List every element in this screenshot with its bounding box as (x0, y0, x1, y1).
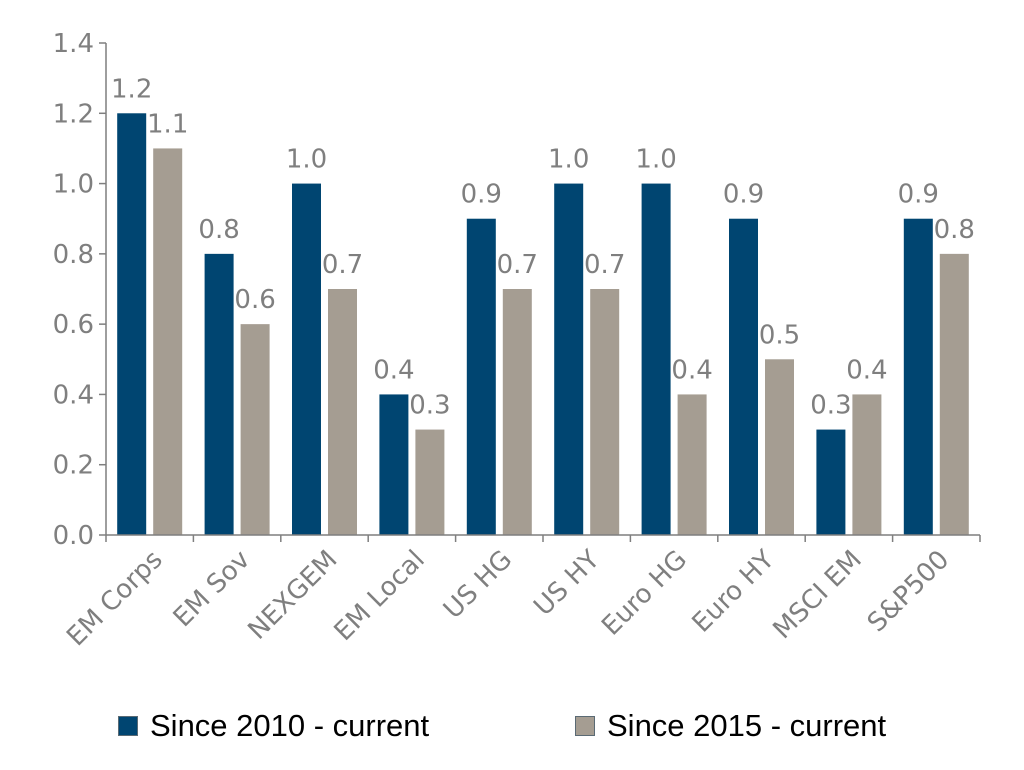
bar-series-2 (240, 324, 270, 535)
bars (117, 113, 969, 536)
data-label-series-1: 1.0 (548, 145, 589, 175)
bar-series-2 (502, 289, 532, 535)
y-tick-label: 0.4 (53, 380, 94, 410)
bar-series-2 (852, 394, 882, 535)
data-label-series-2: 0.8 (934, 215, 975, 245)
bar-series-1 (554, 183, 584, 536)
x-category-label: EM Sov (168, 545, 256, 633)
bar-series-1 (816, 429, 846, 535)
bar-series-2 (328, 289, 357, 535)
data-label-series-1: 1.2 (111, 74, 152, 104)
y-tick-label: 1.0 (53, 170, 94, 200)
bar-series-1 (379, 394, 409, 535)
bar-series-1 (117, 113, 147, 536)
data-label-series-2: 0.7 (322, 250, 363, 280)
bar-chart: 0.0 0.2 0.4 0.6 0.8 1.0 1.2 1.4 1.2 1.1 0.8 0.6 1.0… (53, 29, 981, 653)
bar-series-1 (204, 253, 234, 535)
x-category-label: EM Local (329, 545, 431, 647)
x-category-label: US HG (438, 545, 518, 625)
x-category-label: NEXGEM (243, 545, 344, 646)
y-axis-ticks: 0.0 0.2 0.4 0.6 0.8 1.0 1.2 1.4 (53, 29, 106, 551)
bar-series-2 (677, 394, 707, 535)
data-label-series-1: 0.9 (461, 180, 502, 210)
y-tick-label: 1.4 (53, 29, 94, 59)
x-category-label: S&P500 (862, 545, 955, 638)
bar-series-2 (939, 253, 969, 535)
data-label-series-1: 0.4 (373, 355, 414, 385)
legend-label-series-2: Since 2015 - current (607, 708, 887, 743)
data-label-series-1: 0.8 (198, 215, 239, 245)
bar-series-2 (590, 289, 620, 535)
data-label-series-2: 0.5 (759, 320, 800, 350)
y-tick-label: 0.0 (53, 521, 94, 551)
bar-series-1 (641, 183, 671, 536)
y-tick-label: 0.2 (53, 451, 94, 481)
legend-item-series-1: Since 2010 - current (118, 708, 429, 744)
data-label-series-2: 0.3 (409, 391, 450, 421)
data-label-series-2: 1.1 (147, 109, 188, 139)
x-category-label: US HY (528, 545, 605, 622)
legend-item-series-2: Since 2015 - current (575, 708, 886, 744)
bar-series-2 (415, 429, 445, 535)
data-label-series-1: 0.3 (810, 391, 851, 421)
data-label-series-2: 0.4 (671, 355, 712, 385)
y-tick-label: 0.6 (53, 310, 94, 340)
data-label-series-1: 0.9 (898, 180, 939, 210)
legend-label-series-1: Since 2010 - current (150, 708, 430, 743)
y-tick-label: 1.2 (53, 99, 94, 129)
data-label-series-2: 0.4 (846, 355, 887, 385)
bar-series-1 (729, 218, 758, 535)
legend-swatch-series-2 (575, 716, 595, 736)
x-category-label: EM Corps (61, 545, 168, 652)
bar-series-1 (292, 183, 321, 536)
data-label-series-1: 1.0 (635, 145, 676, 175)
data-label-series-2: 0.7 (497, 250, 538, 280)
x-category-label: Euro HG (596, 545, 693, 642)
bar-series-1 (466, 218, 496, 535)
x-category-label: Euro HY (687, 545, 781, 639)
data-label-series-2: 0.6 (234, 285, 275, 315)
bar-series-1 (903, 218, 933, 535)
data-labels: 1.2 1.1 0.8 0.6 1.0 0.7 0.4 0.3 0.9 0.7 1.0 0.7 1.0 0… (111, 74, 975, 420)
x-category-label: MSCI EM (768, 545, 868, 645)
x-axis-ticks (105, 535, 981, 542)
bar-series-2 (765, 359, 794, 535)
data-label-series-1: 0.9 (723, 180, 764, 210)
legend-swatch-series-1 (118, 716, 138, 736)
bar-series-2 (153, 148, 183, 535)
y-tick-label: 0.8 (53, 240, 94, 270)
data-label-series-2: 0.7 (584, 250, 625, 280)
data-label-series-1: 1.0 (286, 145, 327, 175)
legend: Since 2010 - current Since 2015 - curren… (0, 700, 1024, 760)
